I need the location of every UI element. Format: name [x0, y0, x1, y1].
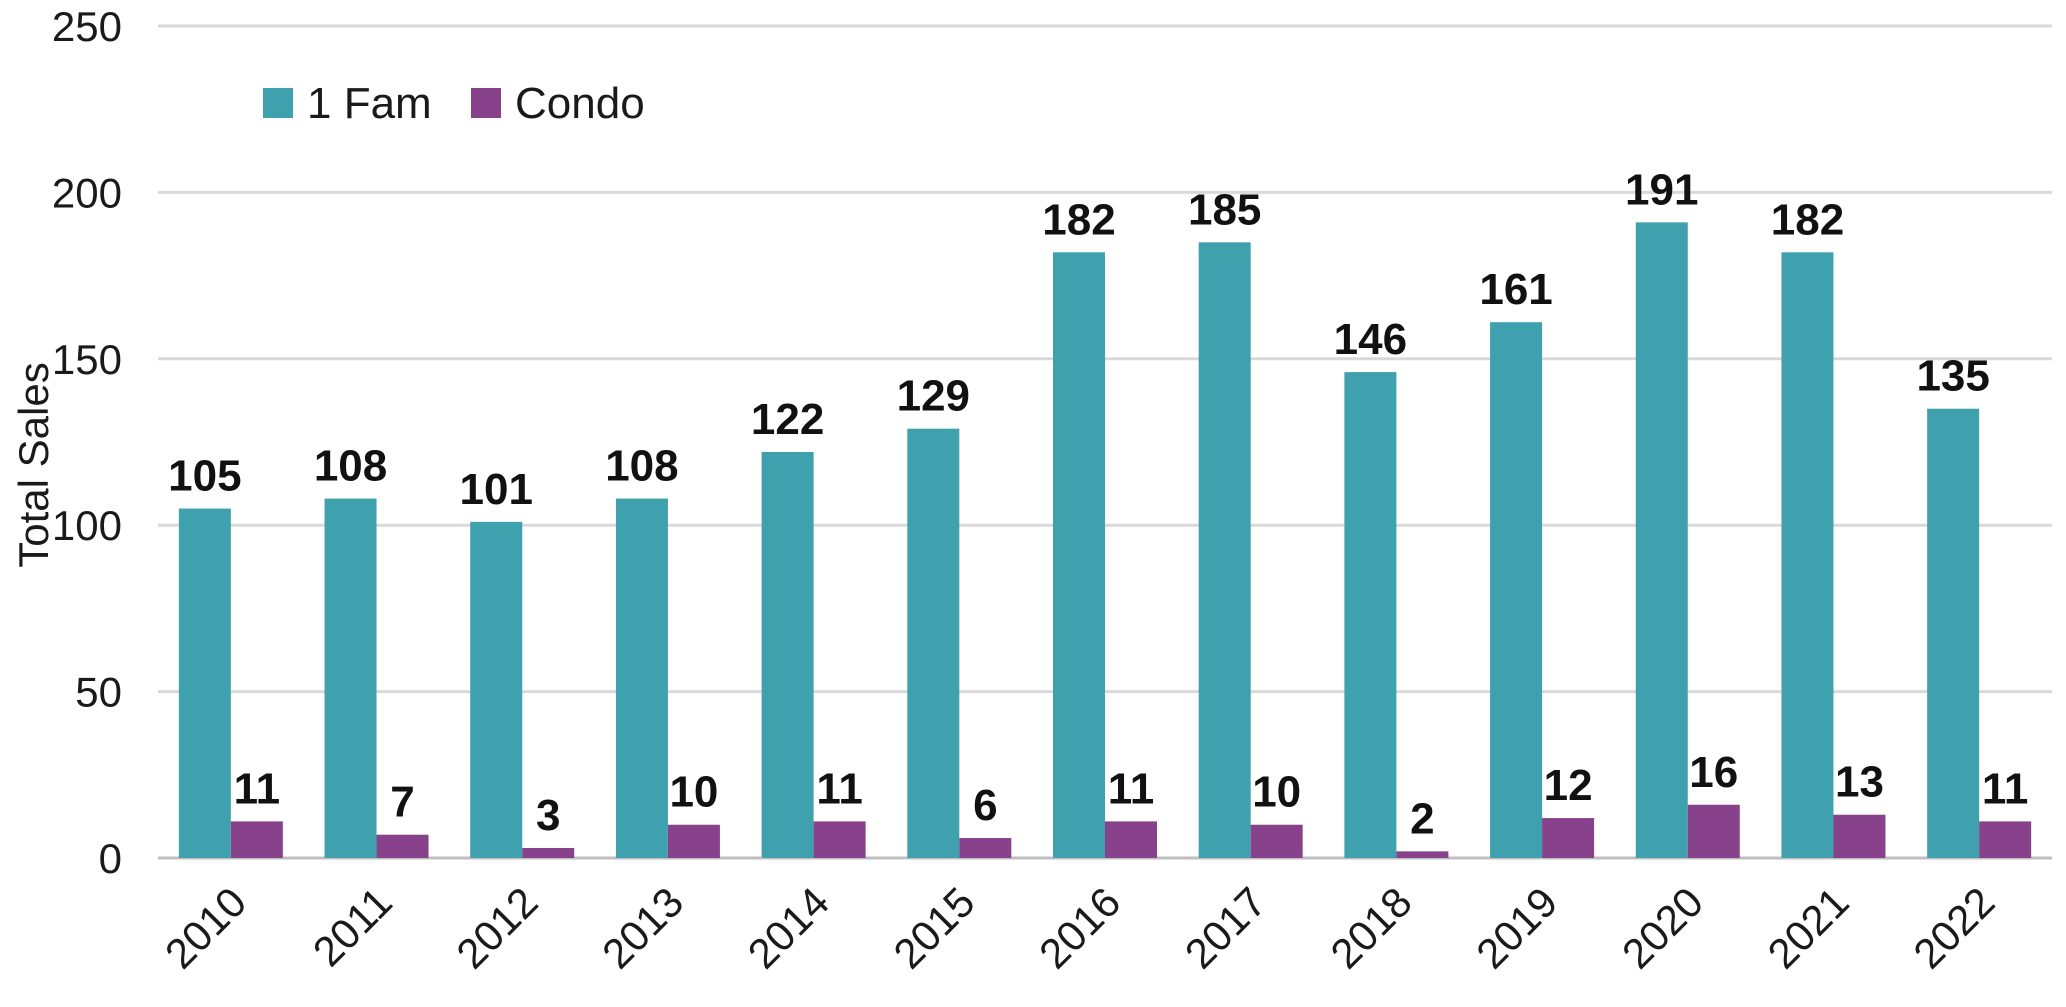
legend-swatch-condo [471, 88, 501, 118]
bar-condo [813, 821, 866, 858]
data-label-1-fam: 101 [460, 465, 533, 514]
x-tick-label: 2022 [1904, 878, 2003, 977]
bar-condo [1979, 821, 2032, 858]
bar-1-fam [761, 451, 814, 858]
legend-label-condo: Condo [515, 79, 645, 128]
bar-1-fam [1927, 408, 1980, 858]
data-label-condo: 10 [669, 768, 718, 817]
x-tick-label: 2019 [1467, 878, 1566, 977]
data-label-condo: 12 [1544, 761, 1593, 810]
bar-condo [1833, 814, 1886, 858]
data-label-1-fam: 105 [168, 452, 241, 501]
data-label-condo: 3 [536, 791, 560, 840]
bar-1-fam [907, 428, 960, 858]
data-label-condo: 10 [1252, 768, 1301, 817]
bar-1-fam [1490, 322, 1543, 858]
data-label-1-fam: 182 [1042, 195, 1115, 244]
bar-condo [230, 821, 283, 858]
legend-label-1-fam: 1 Fam [307, 79, 432, 128]
data-label-1-fam: 182 [1771, 195, 1844, 244]
bar-1-fam [615, 498, 668, 858]
data-label-1-fam: 191 [1625, 165, 1698, 214]
data-label-1-fam: 129 [897, 372, 970, 421]
data-label-condo: 7 [390, 778, 414, 827]
bar-condo [1396, 851, 1449, 858]
y-tick-label: 200 [52, 169, 122, 216]
data-label-condo: 13 [1835, 758, 1884, 807]
data-labels: 1051110871013108101221112961821118510146… [168, 165, 2028, 843]
bar-1-fam [324, 498, 377, 858]
data-label-1-fam: 146 [1334, 315, 1407, 364]
x-tick-label: 2016 [1030, 878, 1129, 977]
x-tick-label: 2011 [304, 878, 401, 975]
x-tick-label: 2014 [739, 878, 838, 977]
data-label-1-fam: 185 [1188, 185, 1261, 234]
bar-condo [1105, 821, 1157, 858]
data-label-1-fam: 108 [314, 442, 387, 491]
bar-1-fam [1635, 222, 1688, 859]
bar-condo [1542, 818, 1595, 858]
bar-condo [376, 834, 429, 858]
bar-condo [667, 824, 720, 858]
legend: 1 Fam Condo [263, 79, 645, 128]
data-label-1-fam: 108 [605, 442, 678, 491]
x-tick-label: 2017 [1176, 878, 1275, 977]
bar-condo [1687, 804, 1740, 858]
bar-1-fam [1344, 372, 1397, 858]
bar-1-fam [1198, 242, 1251, 858]
bar-condo [522, 848, 575, 858]
bar-1-fam [470, 521, 523, 858]
bar-condo [1250, 824, 1303, 858]
data-label-1-fam: 135 [1916, 352, 1989, 401]
data-label-condo: 2 [1410, 794, 1434, 843]
data-label-1-fam: 161 [1479, 265, 1552, 314]
bar-1-fam [1781, 252, 1834, 858]
bar-1-fam [1053, 252, 1105, 858]
bar-condo [959, 838, 1012, 858]
data-label-condo: 11 [1108, 764, 1155, 813]
bars [178, 222, 2032, 859]
data-label-condo: 6 [973, 781, 997, 830]
data-label-condo: 11 [234, 764, 281, 813]
x-tick-label: 2021 [1759, 878, 1858, 977]
y-tick-label: 250 [52, 3, 122, 50]
x-tick-label: 2020 [1613, 878, 1712, 977]
bar-1-fam [178, 508, 231, 858]
x-tick-label: 2010 [156, 878, 255, 977]
data-label-condo: 16 [1689, 748, 1738, 797]
y-axis-title: Total Sales [10, 362, 57, 567]
data-label-condo: 11 [1982, 764, 2029, 813]
legend-swatch-1-fam [263, 88, 293, 118]
y-tick-label: 50 [75, 669, 122, 716]
x-tick-label: 2013 [593, 878, 692, 977]
data-label-1-fam: 122 [751, 395, 824, 444]
y-tick-label: 150 [52, 336, 122, 383]
y-tick-label: 0 [99, 835, 122, 882]
x-tick-label: 2015 [884, 878, 983, 977]
data-label-condo: 11 [816, 764, 863, 813]
x-tick-label: 2018 [1321, 878, 1420, 977]
y-tick-label: 100 [52, 502, 122, 549]
x-axis-ticks: 2010 2011 2012 2013 2014 2015 2016 2017 2018 2019… [156, 878, 2004, 977]
y-axis-ticks: 0 50 100 150 200 250 [52, 3, 122, 882]
x-tick-label: 2012 [447, 878, 546, 977]
